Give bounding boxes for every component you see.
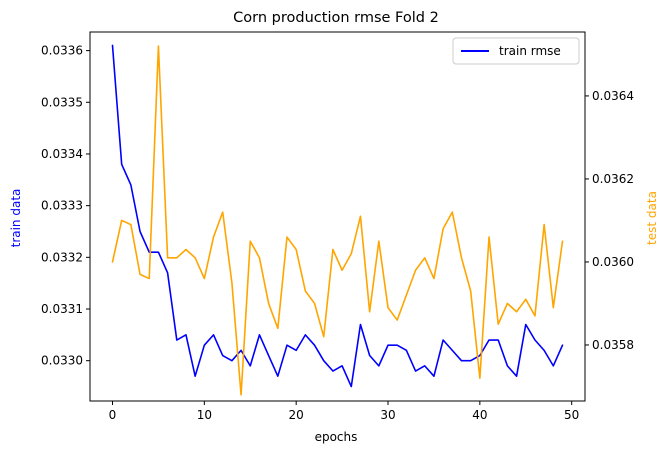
chart-title: Corn production rmse Fold 2 — [233, 10, 439, 26]
right-y-tick-label: 0.0364 — [592, 89, 634, 103]
legend-entry-train-rmse: train rmse — [499, 44, 561, 58]
x-tick-label: 10 — [197, 408, 212, 422]
x-tick-label: 20 — [289, 408, 304, 422]
left-y-tick-label: 0.0335 — [41, 95, 83, 109]
legend-box — [452, 37, 580, 65]
x-tick-label: 50 — [564, 408, 579, 422]
x-tick-label: 30 — [380, 408, 395, 422]
x-axis-label: epochs — [315, 430, 358, 444]
left-y-tick-label: 0.0330 — [41, 354, 83, 368]
series-lines — [111, 44, 564, 396]
left-y-tick-label: 0.0332 — [41, 250, 83, 264]
left-y-axis-ticks: 0.0330 0.0331 0.0332 0.0333 0.0334 0.0335 0.03… — [41, 44, 90, 368]
legend: train rmse — [452, 37, 580, 65]
right-y-tick-label: 0.0362 — [592, 172, 634, 186]
left-y-tick-label: 0.0334 — [41, 147, 83, 161]
left-y-tick-label: 0.0333 — [41, 199, 83, 213]
train-rmse-line — [111, 44, 564, 388]
x-tick-label: 0 — [109, 408, 117, 422]
x-tick-label: 40 — [472, 408, 487, 422]
left-y-tick-label: 0.0336 — [41, 44, 83, 58]
right-y-tick-label: 0.0358 — [592, 338, 634, 352]
plot-frame — [89, 31, 586, 402]
left-y-tick-label: 0.0331 — [41, 302, 83, 316]
right-y-tick-label: 0.0360 — [592, 255, 634, 269]
left-y-axis-label: train data — [9, 189, 23, 248]
test-rmse-line — [111, 45, 564, 396]
right-y-axis-label: test data — [645, 191, 659, 245]
x-axis-ticks: 0 10 20 30 40 50 — [109, 401, 579, 422]
right-y-axis-ticks: 0.0358 0.0360 0.0362 0.0364 — [585, 89, 634, 352]
